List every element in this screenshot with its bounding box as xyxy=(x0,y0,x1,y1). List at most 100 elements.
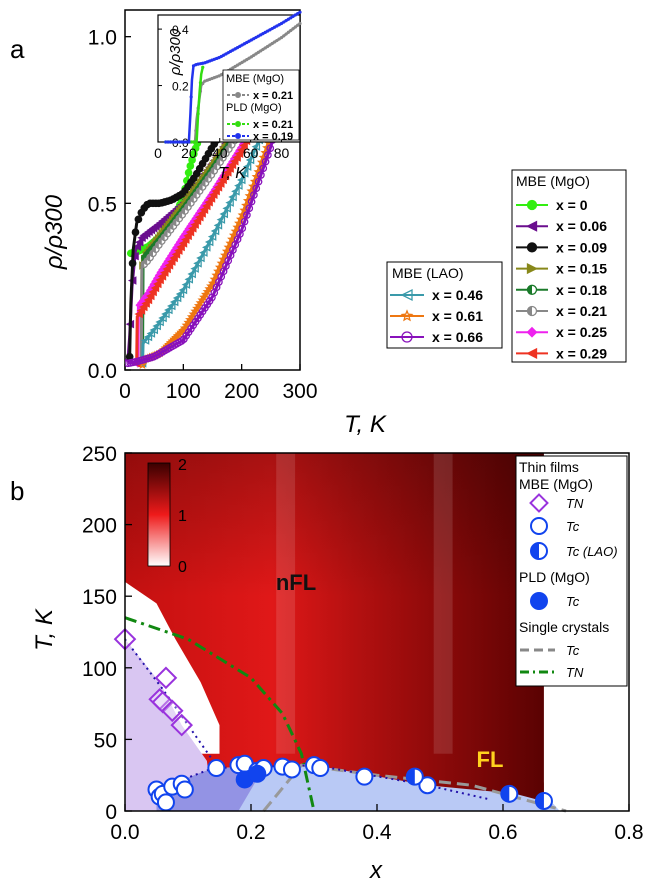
panel-b-xlabel: x xyxy=(369,857,383,884)
legend-mgo-label: x = 0.15 xyxy=(556,261,607,277)
data-point-half xyxy=(205,175,209,183)
inset-series-2 xyxy=(164,10,302,144)
data-point xyxy=(259,164,268,173)
data-point xyxy=(240,217,249,226)
inset-point xyxy=(175,140,179,144)
legend-mgo-marker-half xyxy=(527,285,532,295)
data-point xyxy=(261,157,270,166)
data-point xyxy=(242,162,252,171)
data-point xyxy=(219,209,229,219)
inset-point xyxy=(166,140,170,144)
colorbar-tick-min: 0 xyxy=(178,559,187,576)
inset-point xyxy=(189,95,193,99)
inset-point xyxy=(252,53,256,57)
data-point-half xyxy=(178,211,183,219)
data-point xyxy=(183,231,192,241)
legend-mgo-label: x = 0 xyxy=(556,197,588,213)
panel-a-xtick-label: 300 xyxy=(282,380,317,403)
data-point-half xyxy=(216,158,221,166)
data-point xyxy=(176,242,185,252)
data-point-half xyxy=(190,195,194,203)
inset-point xyxy=(261,47,265,52)
data-point xyxy=(223,242,233,252)
data-point xyxy=(162,264,171,274)
data-point xyxy=(155,317,164,327)
inset-point xyxy=(284,32,288,36)
inset-xlabel: T, K xyxy=(218,165,247,182)
legend-tc-lao-label: Tc (LAO) xyxy=(566,544,618,559)
data-point xyxy=(256,157,267,167)
data-point xyxy=(251,171,261,181)
heatmap xyxy=(125,453,629,811)
inset-legend-box xyxy=(222,69,300,141)
inset-ytick-label: 0.4 xyxy=(172,23,189,37)
inset-legend-marker xyxy=(235,133,241,139)
data-point-half xyxy=(199,183,203,191)
inset-legend: MBE (MgO)PLD (MgO)x = 0.21x = 0.21x = 0.… xyxy=(222,69,300,143)
heatmap-top-shade xyxy=(125,453,544,597)
inset-legend-pld-title: PLD (MgO) xyxy=(226,102,282,114)
inset-point xyxy=(184,140,189,144)
tn-marker xyxy=(160,699,184,723)
inset-point xyxy=(231,66,235,70)
legend-mbe-mgo-header: MBE (MgO) xyxy=(519,476,593,492)
data-point xyxy=(167,257,176,266)
legend-mgo-marker xyxy=(526,263,538,275)
data-point xyxy=(211,186,220,196)
data-point-half xyxy=(149,250,153,257)
inset-legend-label: x = 0.21 xyxy=(253,119,293,131)
data-point xyxy=(228,230,239,240)
legend-tc-label: Tc xyxy=(566,519,580,534)
data-point xyxy=(178,285,188,295)
data-point xyxy=(188,224,197,233)
legend-thin-films: Thin films xyxy=(519,459,579,475)
inset-ylabel: ρ/ρ300 xyxy=(167,28,184,76)
panel-a-ytick-label: 0.5 xyxy=(88,193,117,216)
inset-point xyxy=(289,28,293,33)
inset-legend-mbe-title: MBE (MgO) xyxy=(226,73,284,85)
inset-point xyxy=(168,140,172,144)
data-point xyxy=(247,197,256,206)
inset-point xyxy=(240,60,244,64)
inset-point xyxy=(268,43,272,47)
legend-tc-marker xyxy=(530,517,548,535)
panel-a-xtick-label: 100 xyxy=(166,380,201,403)
legend-mgo-marker xyxy=(526,199,538,211)
afm-region xyxy=(125,639,214,811)
inset-point xyxy=(270,41,274,46)
data-point xyxy=(234,149,244,158)
data-point-half xyxy=(211,167,215,174)
data-point xyxy=(209,190,218,200)
data-point xyxy=(140,336,150,345)
tc-marker xyxy=(418,776,437,795)
data-point-half xyxy=(152,245,156,253)
inset-point xyxy=(196,112,200,116)
inset-legend-marker xyxy=(235,92,241,98)
data-point xyxy=(128,259,137,268)
inset-point xyxy=(289,16,293,20)
inset-point xyxy=(171,140,175,144)
tc-lao-marker-fill xyxy=(535,792,544,809)
data-point xyxy=(202,243,211,252)
inset-point xyxy=(187,140,191,144)
data-point xyxy=(143,295,153,305)
data-point xyxy=(184,275,194,284)
tn-guide-line xyxy=(124,638,215,762)
data-point xyxy=(232,153,241,162)
inset-point xyxy=(219,73,223,77)
inset-point xyxy=(291,14,295,19)
inset-point xyxy=(242,59,247,63)
legend-mgo-marker xyxy=(526,220,538,232)
data-point xyxy=(216,179,225,188)
data-point xyxy=(245,204,254,213)
data-point-half xyxy=(208,171,212,179)
inset-point xyxy=(182,140,186,144)
inset-point xyxy=(164,140,168,144)
legend-mgo-label: x = 0.21 xyxy=(556,303,607,319)
data-point xyxy=(161,309,170,319)
data-point xyxy=(230,226,240,236)
inset-point xyxy=(180,140,184,144)
data-point-half xyxy=(219,154,223,161)
legend-lao-title: MBE (LAO) xyxy=(392,265,464,281)
